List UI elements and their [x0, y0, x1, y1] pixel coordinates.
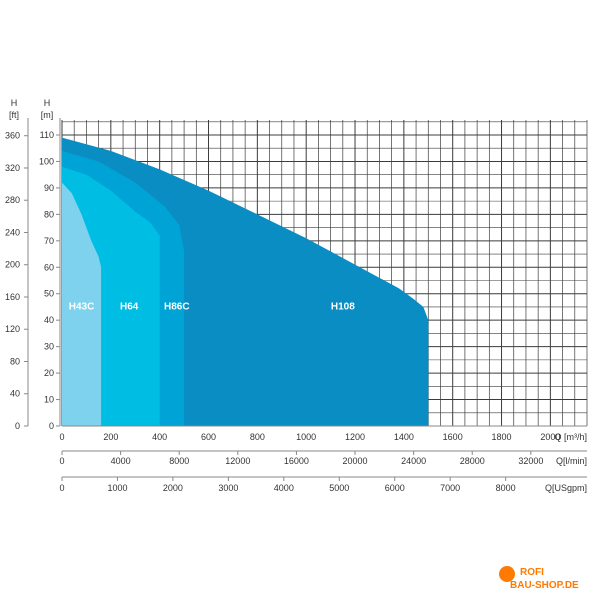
y-axis-m-tick-label: 10 — [44, 395, 54, 405]
watermark-logo: ROFI BAU-SHOP.DE — [499, 566, 579, 591]
y-axis-ft-tick-label: 160 — [5, 292, 20, 302]
y-axis-ft-tick-label: 360 — [5, 131, 20, 141]
pump-areas: H108 H86C H64 H43C — [62, 137, 429, 426]
x-axis-usgpm-tick-label: 4000 — [274, 483, 294, 493]
y-axis-m-tick-label: 20 — [44, 368, 54, 378]
x-axis-m3h-tick-label: 2000 — [540, 432, 560, 442]
x-axis-m3h-tick-label: 400 — [152, 432, 167, 442]
x-axis-lmin-tick-label: 12000 — [225, 456, 250, 466]
x-axis-lmin-tick-label: 16000 — [284, 456, 309, 466]
area-h43c — [62, 182, 102, 426]
y-axis-ft-tick-label: 280 — [5, 195, 20, 205]
x-axis-m3h-tick-label: 200 — [103, 432, 118, 442]
y-axis-ft-tick-label: 240 — [5, 227, 20, 237]
y-axis-m-label-1: H — [44, 98, 51, 108]
x-axis-lmin-label: Q[l/min] — [556, 456, 587, 466]
x-axis-lmin-tick-label: 4000 — [111, 456, 131, 466]
x-axis-lmin-tick-label: 28000 — [460, 456, 485, 466]
x-axis-usgpm-tick-label: 7000 — [440, 483, 460, 493]
y-axis-m-tick-label: 100 — [39, 156, 54, 166]
x-axis-usgpm-tick-label: 5000 — [329, 483, 349, 493]
x-axis-m3h-tick-label: 800 — [250, 432, 265, 442]
x-axis-m3h-tick-label: 1800 — [492, 432, 512, 442]
series-label-h64: H64 — [120, 302, 139, 313]
series-label-h43c: H43C — [69, 302, 95, 313]
x-axis-m3h-tick-label: 0 — [59, 432, 64, 442]
y-axis-m-tick-label: 60 — [44, 262, 54, 272]
y-axis-m-tick-label: 70 — [44, 236, 54, 246]
y-axis-m-tick-label: 0 — [49, 421, 54, 431]
y-axis-m-tick-label: 110 — [40, 130, 54, 140]
x-axis-m3h-tick-label: 1600 — [443, 432, 463, 442]
axes: H[ft]04080120160200240280320360H[m]01020… — [5, 98, 587, 493]
x-axis-m3h-tick-label: 600 — [201, 432, 216, 442]
x-axis-usgpm-tick-label: 3000 — [218, 483, 238, 493]
watermark-line2: BAU-SHOP.DE — [510, 580, 579, 591]
series-label-h108: H108 — [331, 302, 355, 313]
y-axis-ft-tick-label: 120 — [5, 324, 20, 334]
y-axis-m-tick-label: 40 — [44, 315, 54, 325]
x-axis-usgpm-tick-label: 6000 — [385, 483, 405, 493]
x-axis-lmin-tick-label: 8000 — [169, 456, 189, 466]
y-axis-ft-tick-label: 0 — [15, 421, 20, 431]
x-axis-lmin-tick-label: 0 — [59, 456, 64, 466]
y-axis-m-tick-label: 90 — [44, 183, 54, 193]
series-label-h86c: H86C — [164, 302, 190, 313]
x-axis-usgpm-tick-label: 2000 — [163, 483, 183, 493]
x-axis-m3h-tick-label: 1200 — [345, 432, 365, 442]
x-axis-m3h-label: Q [m³/h] — [554, 432, 587, 442]
y-axis-m-label-2: [m] — [41, 110, 54, 120]
x-axis-m3h-tick-label: 1400 — [394, 432, 414, 442]
x-axis-usgpm-tick-label: 1000 — [107, 483, 127, 493]
x-axis-lmin-tick-label: 20000 — [343, 456, 368, 466]
x-axis-lmin-tick-label: 32000 — [518, 456, 543, 466]
y-axis-ft-label-1: H — [11, 98, 18, 108]
watermark-logo-mark — [499, 566, 515, 582]
y-axis-ft-tick-label: 320 — [5, 163, 20, 173]
y-axis-ft-tick-label: 200 — [5, 260, 20, 270]
x-axis-usgpm-label: Q[USgpm] — [545, 483, 587, 493]
y-axis-ft-tick-label: 80 — [10, 356, 20, 366]
y-axis-m-tick-label: 30 — [44, 342, 54, 352]
x-axis-lmin-tick-label: 24000 — [401, 456, 426, 466]
y-axis-m-tick-label: 50 — [44, 289, 54, 299]
y-axis-ft-label-2: [ft] — [9, 110, 19, 120]
watermark-line1: ROFI — [520, 567, 544, 578]
x-axis-usgpm-tick-label: 8000 — [496, 483, 516, 493]
y-axis-ft-tick-label: 40 — [10, 389, 20, 399]
x-axis-usgpm-tick-label: 0 — [59, 483, 64, 493]
x-axis-m3h-tick-label: 1000 — [296, 432, 316, 442]
y-axis-m-tick-label: 80 — [44, 209, 54, 219]
